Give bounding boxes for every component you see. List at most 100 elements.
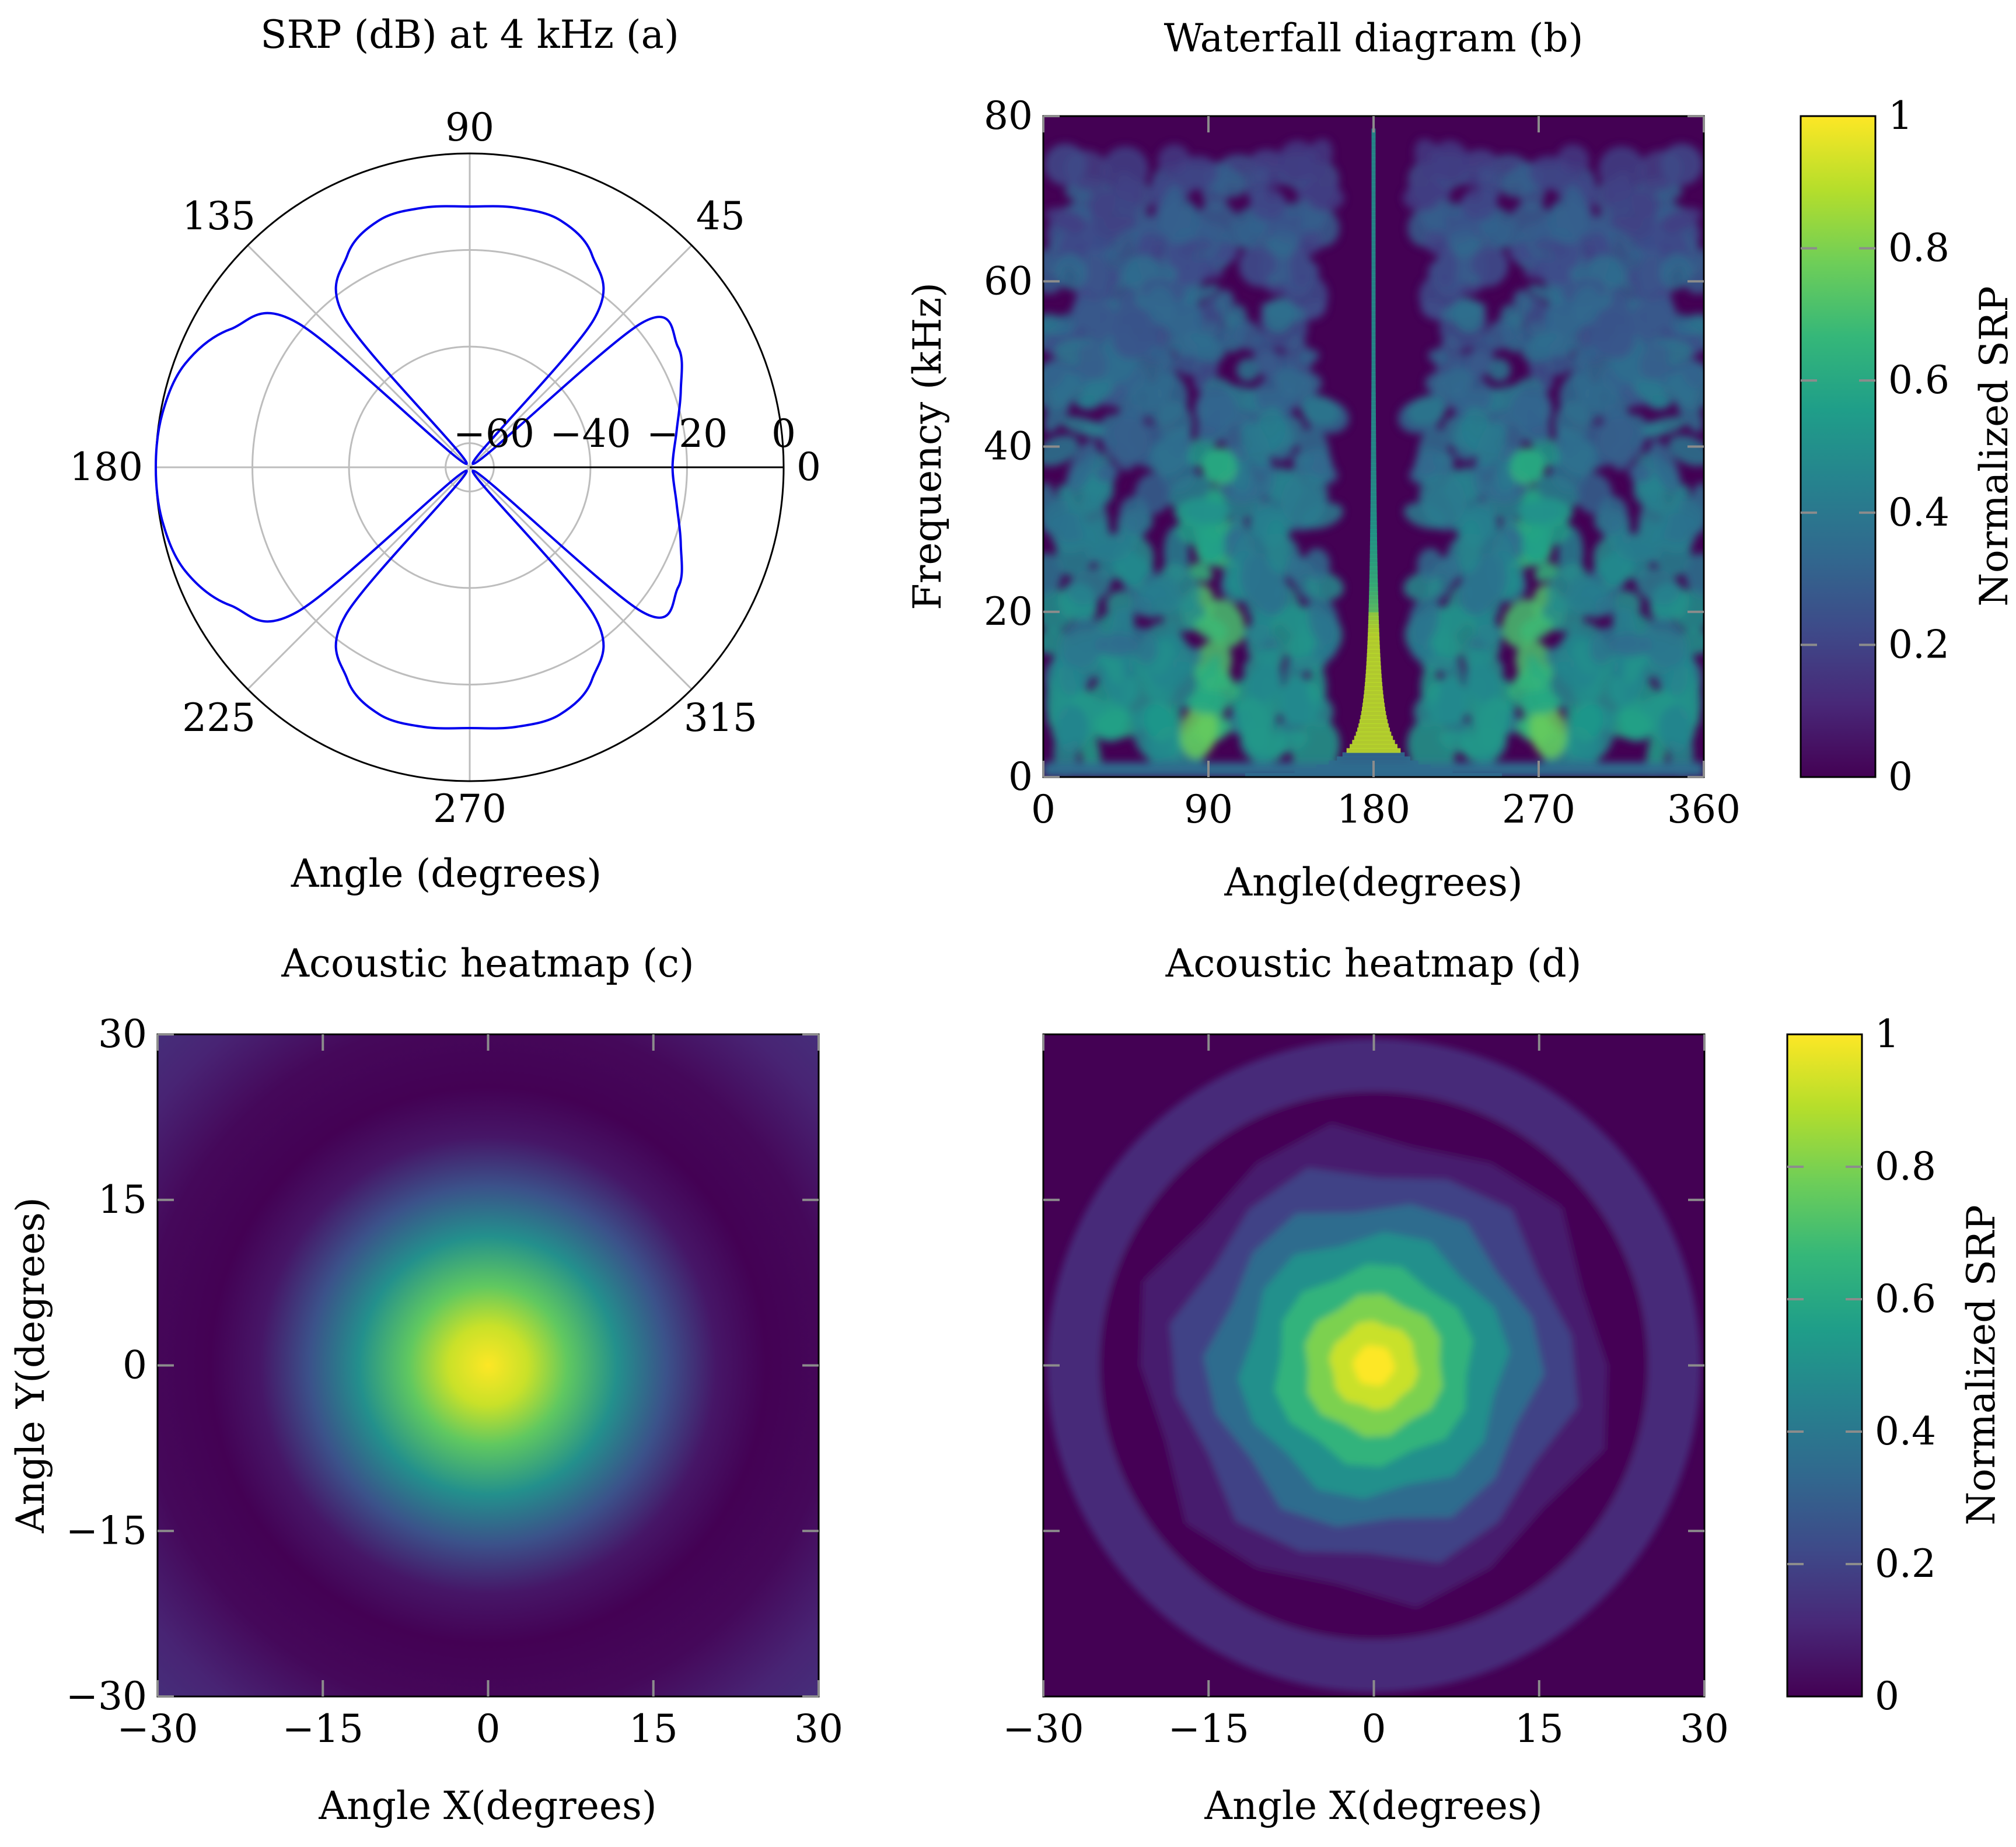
polar-chart-a: SRP (dB) at 4 kHz (a) 0 45 90 135 180 225 270 3… bbox=[69, 12, 821, 896]
waterfall-peak-ridge bbox=[1371, 413, 1376, 418]
waterfall-sidelobe bbox=[1538, 262, 1572, 287]
waterfall-peak-ridge bbox=[1370, 525, 1377, 530]
colorbar-tick-label: 0.6 bbox=[1875, 1276, 1936, 1321]
waterfall-peak-ridge bbox=[1371, 264, 1376, 270]
waterfall-peak-ridge bbox=[1355, 732, 1392, 737]
waterfall-sidelobe bbox=[1639, 343, 1671, 380]
waterfall-peak-ridge bbox=[1371, 343, 1376, 348]
waterfall-sidelobe bbox=[1130, 596, 1152, 616]
colorbar-tick-label: 0.2 bbox=[1875, 1541, 1936, 1586]
waterfall-peak-ridge bbox=[1371, 405, 1376, 410]
waterfall-sidelobe bbox=[1146, 285, 1176, 326]
waterfall-sidelobe bbox=[1281, 472, 1329, 526]
x-tick-label: 90 bbox=[1184, 787, 1233, 832]
waterfall-peak-ridge bbox=[1358, 723, 1389, 729]
waterfall-sidelobe bbox=[1175, 262, 1210, 287]
chart-a-title: SRP (dB) at 4 kHz (a) bbox=[260, 12, 679, 57]
polar-grid-spoke bbox=[247, 466, 471, 690]
axes-d: −30 −15 0 15 30 bbox=[1002, 1034, 1729, 1751]
chart-c-title: Acoustic heatmap (c) bbox=[281, 941, 694, 986]
waterfall-sidelobe bbox=[1060, 617, 1106, 669]
waterfall-peak-ridge bbox=[1360, 715, 1387, 720]
waterfall-peak-ridge bbox=[1371, 351, 1376, 356]
waterfall-sidelobe bbox=[1660, 253, 1692, 291]
waterfall-sidelobe bbox=[1549, 335, 1580, 358]
waterfall-sidelobe bbox=[1186, 335, 1227, 363]
waterfall-peak-ridge bbox=[1365, 673, 1382, 679]
waterfall-peak-ridge bbox=[1371, 376, 1376, 382]
waterfall-sidelobe bbox=[1265, 519, 1290, 573]
waterfall-peak-ridge bbox=[1371, 488, 1376, 493]
polar-grid-spoke bbox=[247, 244, 471, 468]
waterfall-peak-ridge bbox=[1371, 145, 1376, 150]
waterfall-sidelobe bbox=[1649, 394, 1671, 410]
polar-grid-spoke bbox=[469, 244, 693, 468]
y-tick-label: 15 bbox=[98, 1177, 147, 1222]
waterfall-peak-ridge bbox=[1370, 533, 1377, 538]
waterfall-sidelobe bbox=[1534, 562, 1558, 582]
waterfall-peak-ridge bbox=[1365, 682, 1382, 687]
waterfall-sidelobe bbox=[1649, 440, 1681, 493]
waterfall-peak-ridge bbox=[1371, 318, 1376, 324]
waterfall-peak-ridge bbox=[1369, 537, 1378, 543]
waterfall-peak-ridge bbox=[1371, 165, 1376, 171]
waterfall-sidelobe bbox=[1447, 229, 1474, 244]
waterfall-peak-ridge bbox=[1365, 669, 1382, 674]
polar-radial-tick-label: 0 bbox=[771, 411, 796, 456]
waterfall-sidelobe bbox=[1477, 421, 1507, 467]
waterfall-peak-ridge bbox=[1337, 756, 1410, 761]
waterfall-sidelobe bbox=[1668, 435, 1704, 467]
waterfall-sidelobe bbox=[1418, 472, 1466, 526]
waterfall-peak-ridge bbox=[1369, 583, 1378, 588]
waterfall-sidelobe bbox=[1282, 200, 1317, 216]
waterfall-peak-ridge bbox=[1369, 587, 1378, 592]
x-tick-label: 0 bbox=[476, 1706, 501, 1751]
y-tick-label: 20 bbox=[984, 589, 1033, 634]
waterfall-peak-ridge bbox=[1367, 641, 1380, 646]
waterfall-sidelobe bbox=[1566, 575, 1605, 615]
waterfall-peak-ridge bbox=[1371, 170, 1376, 175]
colorbar-tick-label: 0.4 bbox=[1875, 1409, 1936, 1454]
waterfall-sidelobe bbox=[1236, 358, 1260, 382]
waterfall-sidelobe bbox=[1528, 284, 1568, 305]
waterfall-sidelobe bbox=[1484, 233, 1528, 251]
waterfall-sidelobe bbox=[1595, 596, 1617, 616]
waterfall-peak-ridge bbox=[1363, 698, 1384, 704]
waterfall-peak-ridge bbox=[1371, 298, 1376, 303]
colorbar-d: 0 0.2 0.4 0.6 0.8 1 Normalized SRP bbox=[1786, 1012, 2004, 1719]
waterfall-peak-ridge bbox=[1363, 694, 1384, 699]
chart-b-title: Waterfall diagram (b) bbox=[1164, 16, 1584, 61]
waterfall-sidelobe bbox=[1299, 300, 1327, 321]
x-tick-label: 0 bbox=[1362, 1706, 1386, 1751]
waterfall-peak-ridge bbox=[1371, 442, 1376, 447]
waterfall-sidelobe bbox=[1685, 553, 1704, 598]
waterfall-sidelobe bbox=[1598, 146, 1645, 194]
waterfall-sidelobe bbox=[1641, 617, 1687, 669]
waterfall-peak-ridge bbox=[1350, 744, 1397, 749]
waterfall-sidelobe bbox=[1061, 416, 1105, 437]
waterfall-sidelobe bbox=[1680, 359, 1704, 389]
waterfall-peak-ridge bbox=[1371, 430, 1376, 435]
waterfall-peak-ridge bbox=[1367, 657, 1381, 662]
waterfall-peak-ridge bbox=[1371, 256, 1376, 261]
waterfall-sidelobe bbox=[1631, 188, 1660, 219]
waterfall-sidelobe bbox=[1290, 247, 1311, 288]
waterfall-sidelobe bbox=[1597, 418, 1645, 463]
colorbar-tick-label: 0.4 bbox=[1888, 490, 1949, 535]
colorbar-d-label: Normalized SRP bbox=[1959, 1205, 2004, 1526]
waterfall-sidelobe bbox=[1465, 676, 1487, 698]
waterfall-peak-ridge bbox=[1371, 161, 1376, 166]
waterfall-sidelobe bbox=[1675, 387, 1703, 433]
x-tick-label: 30 bbox=[1680, 1706, 1729, 1751]
waterfall-sidelobe bbox=[1432, 452, 1455, 468]
polar-radial-tick-label: −60 bbox=[453, 411, 534, 456]
waterfall-peak-ridge bbox=[1371, 306, 1376, 311]
waterfall-peak-ridge bbox=[1371, 384, 1376, 390]
waterfall-peak-ridge bbox=[1369, 550, 1378, 555]
colorbar-tick-label: 0.8 bbox=[1888, 226, 1949, 271]
waterfall-peak-ridge bbox=[1371, 434, 1376, 439]
polar-angle-tick-label: 315 bbox=[684, 695, 757, 740]
waterfall-sidelobe bbox=[1461, 188, 1497, 221]
waterfall-sidelobe bbox=[1468, 351, 1491, 376]
waterfall-peak-ridge bbox=[1371, 372, 1376, 377]
